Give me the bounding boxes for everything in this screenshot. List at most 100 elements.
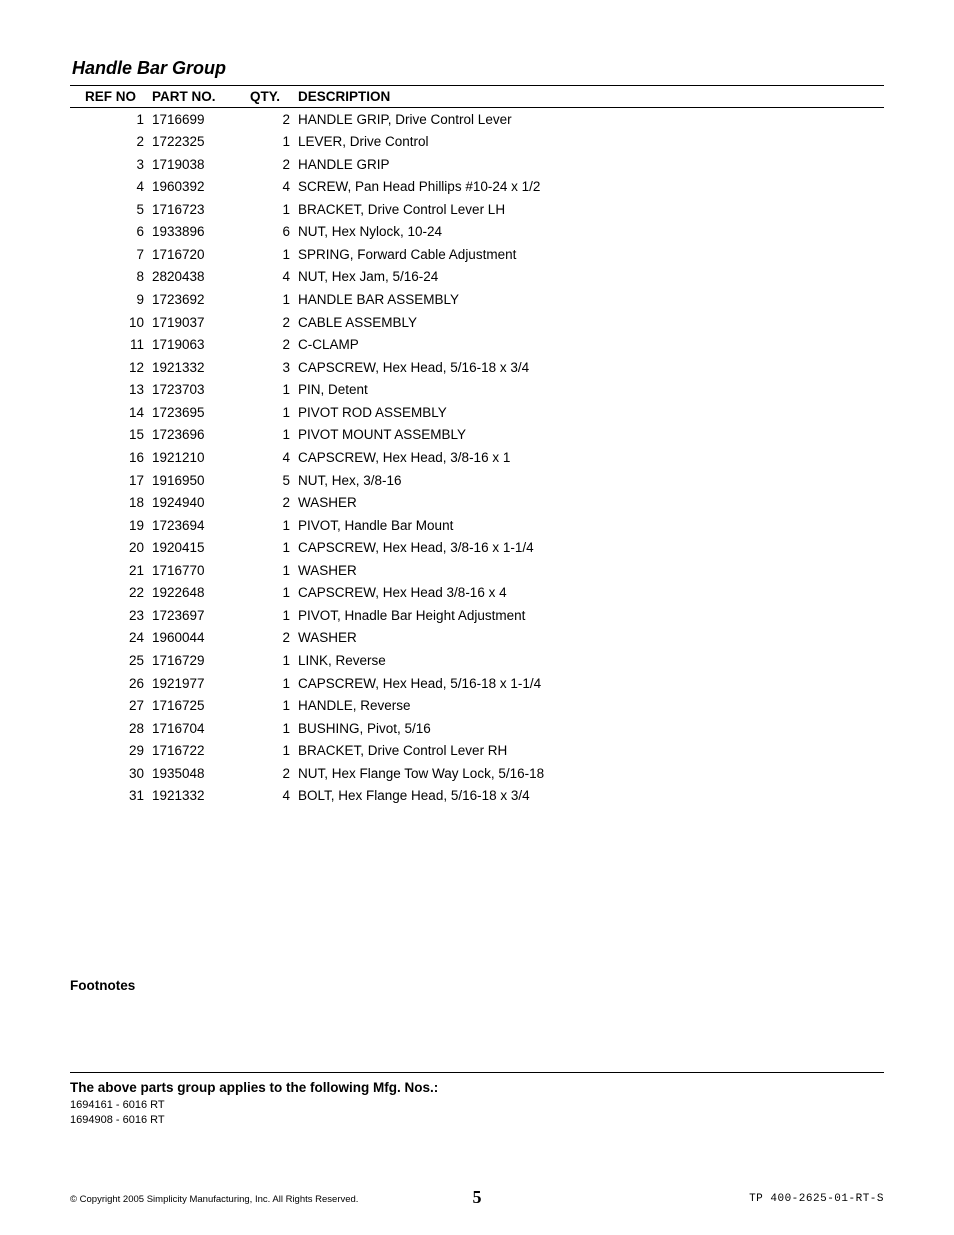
- cell-part: 1716725: [148, 695, 234, 718]
- cell-qty: 3: [234, 356, 294, 379]
- cell-desc: PIVOT ROD ASSEMBLY: [294, 401, 884, 424]
- cell-ref: 4: [70, 176, 148, 199]
- table-row: 1917236941PIVOT, Handle Bar Mount: [70, 514, 884, 537]
- table-row: 117166992HANDLE GRIP, Drive Control Leve…: [70, 108, 884, 131]
- cell-ref: 18: [70, 492, 148, 515]
- cell-ref: 19: [70, 514, 148, 537]
- doc-id: TP 400-2625-01-RT-S: [749, 1193, 884, 1205]
- table-row: 828204384NUT, Hex Jam, 5/16-24: [70, 266, 884, 289]
- table-row: 3119213324BOLT, Hex Flange Head, 5/16-18…: [70, 785, 884, 808]
- cell-desc: PIN, Detent: [294, 379, 884, 402]
- cell-desc: WASHER: [294, 492, 884, 515]
- table-row: 2117167701WASHER: [70, 559, 884, 582]
- cell-qty: 1: [234, 198, 294, 221]
- col-header-qty: QTY.: [234, 86, 294, 108]
- cell-part: 1723697: [148, 604, 234, 627]
- cell-part: 1935048: [148, 762, 234, 785]
- cell-desc: BRACKET, Drive Control Lever LH: [294, 198, 884, 221]
- cell-desc: PIVOT, Handle Bar Mount: [294, 514, 884, 537]
- cell-qty: 4: [234, 446, 294, 469]
- table-row: 2917167221BRACKET, Drive Control Lever R…: [70, 740, 884, 763]
- cell-qty: 1: [234, 672, 294, 695]
- cell-part: 1921210: [148, 446, 234, 469]
- table-row: 1017190372CABLE ASSEMBLY: [70, 311, 884, 334]
- cell-ref: 7: [70, 243, 148, 266]
- cell-qty: 1: [234, 650, 294, 673]
- table-row: 1219213323CAPSCREW, Hex Head, 5/16-18 x …: [70, 356, 884, 379]
- table-row: 2317236971PIVOT, Hnadle Bar Height Adjus…: [70, 604, 884, 627]
- cell-qty: 1: [234, 424, 294, 447]
- cell-qty: 1: [234, 740, 294, 763]
- cell-part: 1933896: [148, 221, 234, 244]
- cell-desc: WASHER: [294, 627, 884, 650]
- cell-part: 1719037: [148, 311, 234, 334]
- cell-qty: 1: [234, 379, 294, 402]
- cell-part: 1716770: [148, 559, 234, 582]
- table-row: 1517236961PIVOT MOUNT ASSEMBLY: [70, 424, 884, 447]
- cell-qty: 4: [234, 266, 294, 289]
- table-row: 1619212104CAPSCREW, Hex Head, 3/8-16 x 1: [70, 446, 884, 469]
- section-title: Handle Bar Group: [70, 58, 884, 79]
- cell-qty: 2: [234, 108, 294, 131]
- cell-qty: 1: [234, 604, 294, 627]
- table-row: 1719169505NUT, Hex, 3/8-16: [70, 469, 884, 492]
- cell-ref: 9: [70, 289, 148, 312]
- cell-qty: 4: [234, 176, 294, 199]
- cell-part: 1960044: [148, 627, 234, 650]
- cell-part: 1920415: [148, 537, 234, 560]
- cell-desc: SPRING, Forward Cable Adjustment: [294, 243, 884, 266]
- cell-ref: 1: [70, 108, 148, 131]
- cell-desc: LINK, Reverse: [294, 650, 884, 673]
- cell-desc: PIVOT, Hnadle Bar Height Adjustment: [294, 604, 884, 627]
- cell-part: 1723692: [148, 289, 234, 312]
- cell-qty: 1: [234, 582, 294, 605]
- cell-part: 1719063: [148, 334, 234, 357]
- mfg-line: 1694908 - 6016 RT: [70, 1113, 165, 1128]
- cell-ref: 28: [70, 717, 148, 740]
- cell-ref: 30: [70, 762, 148, 785]
- cell-qty: 2: [234, 153, 294, 176]
- cell-part: 1960392: [148, 176, 234, 199]
- cell-desc: CABLE ASSEMBLY: [294, 311, 884, 334]
- cell-desc: C-CLAMP: [294, 334, 884, 357]
- cell-qty: 1: [234, 537, 294, 560]
- cell-qty: 1: [234, 514, 294, 537]
- cell-ref: 24: [70, 627, 148, 650]
- parts-table: REF NO PART NO. QTY. DESCRIPTION 1171669…: [70, 85, 884, 807]
- divider: [70, 1072, 884, 1073]
- table-row: 419603924SCREW, Pan Head Phillips #10-24…: [70, 176, 884, 199]
- table-row: 3019350482NUT, Hex Flange Tow Way Lock, …: [70, 762, 884, 785]
- cell-desc: NUT, Hex Nylock, 10-24: [294, 221, 884, 244]
- cell-qty: 4: [234, 785, 294, 808]
- cell-ref: 22: [70, 582, 148, 605]
- cell-ref: 13: [70, 379, 148, 402]
- cell-ref: 17: [70, 469, 148, 492]
- table-row: 2619219771CAPSCREW, Hex Head, 5/16-18 x …: [70, 672, 884, 695]
- table-row: 2817167041BUSHING, Pivot, 5/16: [70, 717, 884, 740]
- cell-qty: 1: [234, 289, 294, 312]
- cell-ref: 29: [70, 740, 148, 763]
- cell-desc: HANDLE GRIP: [294, 153, 884, 176]
- table-row: 2717167251HANDLE, Reverse: [70, 695, 884, 718]
- cell-part: 1716704: [148, 717, 234, 740]
- cell-desc: BRACKET, Drive Control Lever RH: [294, 740, 884, 763]
- cell-ref: 16: [70, 446, 148, 469]
- cell-desc: HANDLE, Reverse: [294, 695, 884, 718]
- col-header-desc: DESCRIPTION: [294, 86, 884, 108]
- cell-part: 1723695: [148, 401, 234, 424]
- cell-ref: 15: [70, 424, 148, 447]
- cell-part: 1722325: [148, 131, 234, 154]
- cell-ref: 3: [70, 153, 148, 176]
- cell-part: 2820438: [148, 266, 234, 289]
- cell-qty: 1: [234, 695, 294, 718]
- cell-desc: BUSHING, Pivot, 5/16: [294, 717, 884, 740]
- table-row: 317190382HANDLE GRIP: [70, 153, 884, 176]
- cell-part: 1723694: [148, 514, 234, 537]
- cell-qty: 2: [234, 334, 294, 357]
- table-row: 217223251LEVER, Drive Control: [70, 131, 884, 154]
- cell-desc: BOLT, Hex Flange Head, 5/16-18 x 3/4: [294, 785, 884, 808]
- cell-ref: 5: [70, 198, 148, 221]
- table-row: 1117190632C-CLAMP: [70, 334, 884, 357]
- table-row: 1317237031PIN, Detent: [70, 379, 884, 402]
- cell-desc: NUT, Hex Flange Tow Way Lock, 5/16-18: [294, 762, 884, 785]
